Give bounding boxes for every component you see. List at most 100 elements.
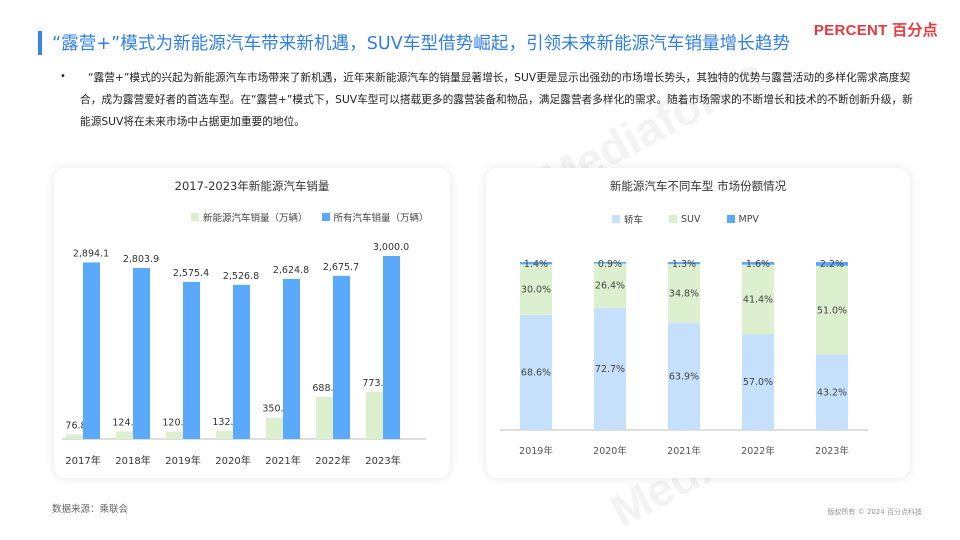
bar-total <box>133 267 150 439</box>
x-tick-label: 2020年 <box>593 445 627 457</box>
data-label-suv: 26.4% <box>595 281 625 292</box>
data-label-nev: 120.6 <box>162 418 189 429</box>
x-tick-label: 2021年 <box>265 454 300 467</box>
data-label-mpv: 1.4% <box>524 259 548 270</box>
copyright: 版权所有 © 2024 百分点科技 <box>827 508 923 516</box>
intro-paragraph: “露营+”模式的兴起为新能源汽车市场带来了新机遇，近年来新能源汽车的销量显著增长… <box>80 71 913 128</box>
sales-chart-card: 2017-2023年新能源汽车销量 新能源汽车销量（万辆） 所有汽车销量（万辆）… <box>54 168 450 478</box>
data-label-mpv: 2.2% <box>820 259 844 270</box>
bar-segment-suv <box>816 265 848 355</box>
data-label-total: 3,000.0 <box>373 242 409 253</box>
x-tick-label: 2023年 <box>815 445 849 457</box>
data-label-total: 2,624.8 <box>273 265 309 276</box>
legend-label-mpv: MPV <box>738 213 759 225</box>
x-tick-label: 2019年 <box>519 445 553 457</box>
bar-total <box>233 284 250 439</box>
data-source: 数据来源：乘联会 <box>52 504 129 515</box>
bar-segment-suv <box>742 264 774 335</box>
data-label-suv: 34.8% <box>669 288 699 299</box>
bar-segment-sedan <box>816 354 848 430</box>
data-label-nev: 688.7 <box>312 383 339 394</box>
legend-label-sedan: 轿车 <box>624 215 644 226</box>
data-label-sedan: 72.7% <box>595 364 625 375</box>
data-label-nev: 132.3 <box>212 417 239 428</box>
bar-segment-sedan <box>594 307 626 430</box>
x-tick-label: 2018年 <box>115 454 150 467</box>
x-tick-label: 2017年 <box>65 454 100 467</box>
legend-item-nev: 新能源汽车销量（万辆） <box>191 210 308 224</box>
data-label-nev: 773.6 <box>362 378 389 389</box>
legend-item-suv: SUV <box>669 212 701 226</box>
x-tick-label: 2022年 <box>315 454 350 467</box>
data-label-total: 2,526.8 <box>223 271 259 282</box>
data-label-sedan: 43.2% <box>817 387 847 398</box>
legend-swatch-mpv <box>726 215 735 223</box>
legend-swatch-nev <box>191 213 199 221</box>
bar-segment-mpv <box>594 262 626 264</box>
bar-total <box>283 278 300 439</box>
share-stacked-chart: 68.6% 30.0% 1.4% 2019年 72.7% 26.4% 0.9% 2020年 63… <box>500 259 868 457</box>
data-label-sedan: 68.6% <box>521 367 551 378</box>
legend-swatch-sedan <box>612 215 620 223</box>
bullet-icon: • <box>60 71 66 82</box>
bar-nev <box>216 430 233 439</box>
data-label-nev: 124.7 <box>112 417 139 428</box>
data-label-mpv: 1.3% <box>672 259 696 270</box>
sales-chart-title: 2017-2023年新能源汽车销量 <box>174 179 330 193</box>
data-label-nev: 76.8 <box>65 420 86 431</box>
bar-segment-sedan <box>668 322 700 430</box>
data-label-mpv: 0.9% <box>598 259 622 270</box>
sales-chart-legend: 新能源汽车销量（万辆） 所有汽车销量（万辆） <box>191 210 429 224</box>
data-label-suv: 51.0% <box>817 305 847 316</box>
share-chart-title: 新能源汽车不同车型 市场份额情况 <box>609 179 787 193</box>
x-tick-label: 2019年 <box>165 454 200 467</box>
data-label-sedan: 57.0% <box>743 377 773 388</box>
bar-nev <box>166 431 183 439</box>
bar-nev <box>316 396 333 439</box>
bar-segment-sedan <box>520 314 552 430</box>
bar-segment-suv <box>594 263 626 308</box>
bar-segment-suv <box>520 264 552 315</box>
data-label-suv: 41.4% <box>743 294 773 305</box>
bar-total <box>183 281 200 439</box>
page-title: “露营+”模式为新能源汽车带来新机遇，SUV车型借势崛起，引领未来新能源汽车销量… <box>52 34 791 54</box>
data-label-total: 2,675.7 <box>323 262 359 273</box>
sales-bar-chart: 76.8 2,894.1 2017年 124.7 2,803.9 2018年 120.6 2,… <box>62 242 426 467</box>
bar-nev <box>366 391 383 439</box>
data-label-total: 2,894.1 <box>73 248 109 259</box>
bar-segment-suv <box>668 264 700 323</box>
legend-item-sedan: 轿车 <box>612 212 643 226</box>
bar-nev <box>116 431 133 439</box>
bar-segment-mpv <box>816 262 848 266</box>
legend-swatch-total <box>321 213 330 221</box>
legend-item-mpv: MPV <box>726 212 759 226</box>
data-label-total: 2,803.9 <box>123 254 159 265</box>
bar-nev <box>66 434 83 439</box>
data-label-nev: 350.7 <box>262 404 289 415</box>
brand-logo: PERCENT 百分点 <box>813 22 938 39</box>
bar-segment-mpv <box>742 262 774 265</box>
data-label-sedan: 63.9% <box>669 371 699 382</box>
x-tick-label: 2020年 <box>215 454 250 467</box>
share-chart-card: 新能源汽车不同车型 市场份额情况 轿车 SUV MPV 68.6% 30.0% 1.… <box>486 168 910 478</box>
x-tick-label: 2023年 <box>365 454 400 467</box>
legend-swatch-suv <box>669 215 678 223</box>
data-label-suv: 30.0% <box>521 285 551 296</box>
bar-total <box>333 275 350 439</box>
x-tick-label: 2022年 <box>741 445 775 457</box>
legend-label-nev: 新能源汽车销量（万辆） <box>203 213 308 224</box>
legend-label-total: 所有汽车销量（万辆） <box>333 213 429 224</box>
bar-nev <box>266 417 283 439</box>
bar-segment-sedan <box>742 334 774 430</box>
bar-segment-mpv <box>520 262 552 265</box>
data-label-mpv: 1.6% <box>746 259 770 270</box>
legend-item-total: 所有汽车销量（万辆） <box>321 210 429 224</box>
data-label-total: 2,575.4 <box>173 268 209 279</box>
x-tick-label: 2021年 <box>667 445 701 457</box>
share-chart-legend: 轿车 SUV MPV <box>612 212 759 226</box>
bar-segment-mpv <box>668 262 700 265</box>
bar-total <box>83 262 100 439</box>
bar-total <box>383 256 400 439</box>
legend-label-suv: SUV <box>681 213 701 225</box>
title-accent-bar <box>38 31 42 55</box>
